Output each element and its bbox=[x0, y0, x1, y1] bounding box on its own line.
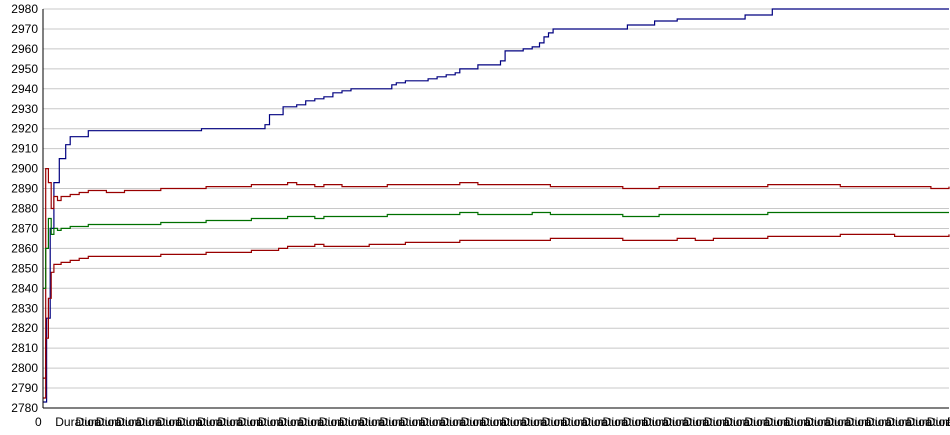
x-tick-label: Duration bbox=[846, 415, 891, 429]
y-tick-label: 2840 bbox=[11, 281, 38, 295]
x-tick-label: Duration bbox=[55, 415, 100, 429]
x-tick-label: Duration bbox=[461, 415, 506, 429]
x-tick-label: 0 bbox=[35, 415, 42, 429]
series-line-1 bbox=[43, 8, 949, 403]
y-tick-label: 2950 bbox=[11, 62, 38, 76]
series-lines bbox=[43, 8, 950, 403]
x-tick-label: Duration bbox=[805, 415, 850, 429]
x-tick-label: Duration bbox=[886, 415, 931, 429]
series-line-2 bbox=[43, 168, 950, 399]
x-tick-label: Duration bbox=[359, 415, 404, 429]
x-tick-label: Duration bbox=[339, 415, 384, 429]
x-tick-label: Duration bbox=[602, 415, 647, 429]
y-tick-label: 2940 bbox=[11, 82, 38, 96]
y-tick-label: 2900 bbox=[11, 162, 38, 176]
y-tick-label: 2980 bbox=[11, 2, 38, 16]
x-tick-label: Duration bbox=[542, 415, 587, 429]
y-tick-label: 2850 bbox=[11, 261, 38, 275]
x-tick-label: Duration bbox=[623, 415, 668, 429]
x-tick-label: Duration bbox=[197, 415, 242, 429]
x-tick-label: Duration bbox=[136, 415, 181, 429]
x-tick-label: Duration bbox=[157, 415, 202, 429]
x-tick-label: Duration bbox=[116, 415, 161, 429]
x-tick-label: Duration bbox=[380, 415, 425, 429]
gridlines bbox=[43, 8, 949, 389]
y-tick-label: 2910 bbox=[11, 142, 38, 156]
x-tick-label: Duration bbox=[927, 415, 950, 429]
y-tick-label: 2970 bbox=[11, 22, 38, 36]
x-tick-label: Duration bbox=[420, 415, 465, 429]
x-axis-ticks: 0 DurationDurationDurationDurationDuratio… bbox=[35, 415, 950, 429]
x-tick-label: Duration bbox=[258, 415, 303, 429]
x-tick-label: Duration bbox=[96, 415, 141, 429]
x-tick-label: Duration bbox=[947, 415, 950, 429]
x-tick-label: Duration bbox=[724, 415, 769, 429]
x-tick-label: Duration bbox=[298, 415, 343, 429]
y-tick-label: 2880 bbox=[11, 202, 38, 216]
series-line-3 bbox=[43, 211, 949, 289]
y-axis-ticks: 2780 2790 2800 2810 2820 2830 2840 2850 2860 2870… bbox=[11, 2, 38, 415]
x-tick-label: Duration bbox=[866, 415, 911, 429]
x-tick-label: Duration bbox=[744, 415, 789, 429]
x-tick-label: Duration bbox=[238, 415, 283, 429]
x-tick-label: Duration bbox=[521, 415, 566, 429]
x-tick-label: Duration bbox=[704, 415, 749, 429]
y-tick-label: 2930 bbox=[11, 102, 38, 116]
x-tick-label: Duration bbox=[785, 415, 830, 429]
y-tick-label: 2820 bbox=[11, 321, 38, 335]
x-tick-label: Duration bbox=[76, 415, 121, 429]
x-tick-label: Duration bbox=[562, 415, 607, 429]
x-tick-label: Duration bbox=[663, 415, 708, 429]
x-tick-label: Duration bbox=[501, 415, 546, 429]
y-tick-label: 2830 bbox=[11, 301, 38, 315]
x-tick-label: Duration bbox=[582, 415, 627, 429]
y-tick-label: 2790 bbox=[11, 381, 38, 395]
y-tick-label: 2810 bbox=[11, 341, 38, 355]
y-tick-label: 2860 bbox=[11, 241, 38, 255]
x-tick-label: Duration bbox=[765, 415, 810, 429]
y-tick-label: 2920 bbox=[11, 122, 38, 136]
y-tick-label: 2960 bbox=[11, 42, 38, 56]
x-tick-label: Duration bbox=[906, 415, 950, 429]
y-tick-label: 2870 bbox=[11, 221, 38, 235]
x-tick-label: Duration bbox=[177, 415, 222, 429]
x-tick-label: Duration bbox=[684, 415, 729, 429]
x-tick-label: Duration bbox=[400, 415, 445, 429]
y-tick-label: 2890 bbox=[11, 182, 38, 196]
x-tick-label: Duration bbox=[825, 415, 870, 429]
x-tick-label: Duration bbox=[278, 415, 323, 429]
series-line-4 bbox=[43, 233, 950, 379]
x-tick-label: Duration bbox=[481, 415, 526, 429]
y-tick-label: 2780 bbox=[11, 401, 38, 415]
y-tick-label: 2800 bbox=[11, 361, 38, 375]
x-tick-label: Duration bbox=[217, 415, 262, 429]
x-tick-label: Duration bbox=[440, 415, 485, 429]
x-tick-label: Duration bbox=[643, 415, 688, 429]
x-tick-label: Duration bbox=[319, 415, 364, 429]
